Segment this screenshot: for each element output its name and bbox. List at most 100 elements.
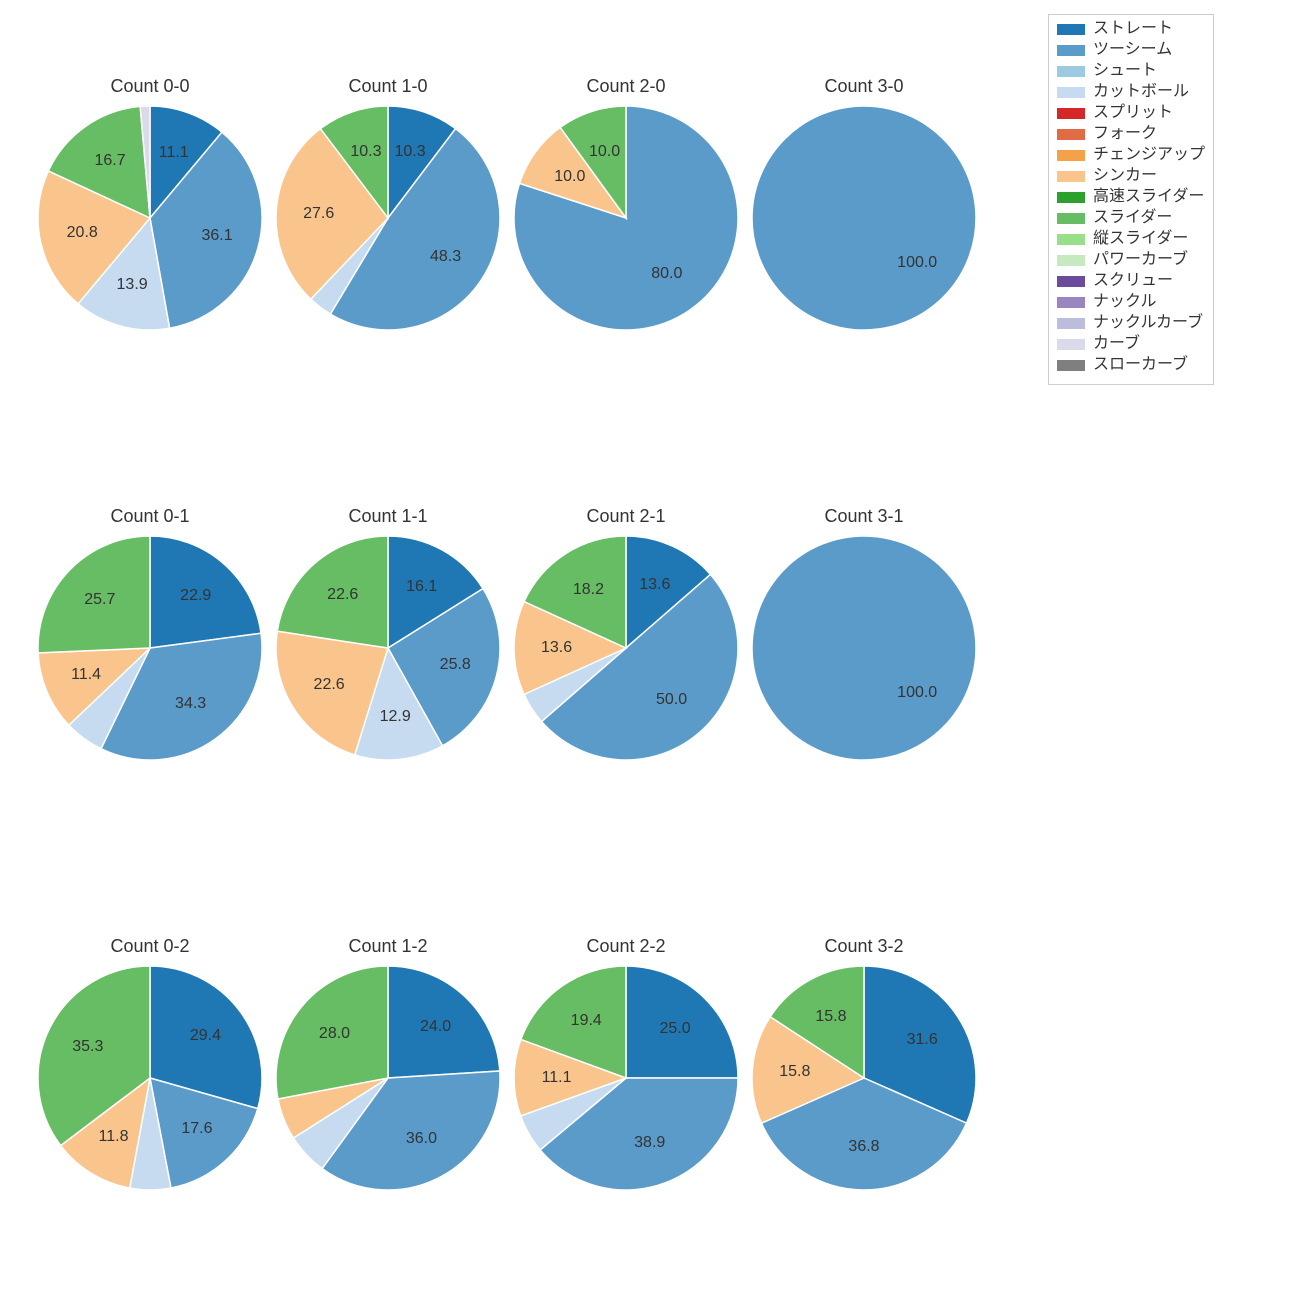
legend-swatch <box>1057 297 1085 308</box>
legend-label: スプリット <box>1093 105 1173 121</box>
pie-slice <box>752 536 976 760</box>
slice-label: 100.0 <box>897 684 937 702</box>
legend-swatch <box>1057 24 1085 35</box>
legend-item: パワーカーブ <box>1057 252 1205 268</box>
legend-item: カーブ <box>1057 336 1205 352</box>
legend-item: 縦スライダー <box>1057 231 1205 247</box>
legend-label: フォーク <box>1093 126 1157 142</box>
chart-title: Count 3-1 <box>734 506 994 527</box>
legend-label: ナックル <box>1093 294 1157 310</box>
legend-swatch <box>1057 276 1085 287</box>
legend-swatch <box>1057 171 1085 182</box>
legend: ストレートツーシームシュートカットボールスプリットフォークチェンジアップシンカー… <box>1048 14 1214 385</box>
legend-swatch <box>1057 192 1085 203</box>
slice-label: 11.1 <box>542 1069 572 1087</box>
slice-label: 22.9 <box>180 587 211 605</box>
slice-label: 22.6 <box>327 586 358 604</box>
legend-label: ナックルカーブ <box>1093 315 1203 331</box>
slice-label: 11.1 <box>159 144 189 162</box>
chart-title: Count 1-1 <box>258 506 518 527</box>
legend-label: パワーカーブ <box>1093 252 1188 268</box>
slice-label: 25.7 <box>84 591 115 609</box>
legend-item: スプリット <box>1057 105 1205 121</box>
chart-title: Count 2-0 <box>496 76 756 97</box>
slice-label: 36.1 <box>202 227 233 245</box>
chart-title: Count 2-1 <box>496 506 756 527</box>
slice-label: 11.4 <box>71 666 101 684</box>
slice-label: 13.6 <box>639 576 670 594</box>
legend-label: ストレート <box>1093 21 1173 37</box>
legend-label: カットボール <box>1093 84 1189 100</box>
pie-chart <box>274 964 502 1192</box>
chart-title: Count 0-2 <box>20 936 280 957</box>
slice-label: 29.4 <box>190 1027 221 1045</box>
legend-item: ストレート <box>1057 21 1205 37</box>
legend-label: 高速スライダー <box>1093 189 1204 205</box>
slice-label: 18.2 <box>573 581 604 599</box>
legend-item: フォーク <box>1057 126 1205 142</box>
legend-item: チェンジアップ <box>1057 147 1205 163</box>
legend-swatch <box>1057 213 1085 224</box>
slice-label: 48.3 <box>430 248 461 266</box>
chart-title: Count 0-0 <box>20 76 280 97</box>
legend-item: ツーシーム <box>1057 42 1205 58</box>
legend-swatch <box>1057 129 1085 140</box>
slice-label: 22.6 <box>314 676 345 694</box>
legend-swatch <box>1057 255 1085 266</box>
legend-label: 縦スライダー <box>1093 231 1188 247</box>
legend-swatch <box>1057 318 1085 329</box>
pie-chart <box>36 964 264 1192</box>
slice-label: 10.3 <box>395 143 426 161</box>
legend-label: ツーシーム <box>1093 42 1172 58</box>
legend-swatch <box>1057 339 1085 350</box>
slice-label: 28.0 <box>319 1025 350 1043</box>
slice-label: 19.4 <box>571 1012 602 1030</box>
legend-item: ナックルカーブ <box>1057 315 1205 331</box>
slice-label: 34.3 <box>175 695 206 713</box>
legend-item: シンカー <box>1057 168 1205 184</box>
pie-slice <box>752 106 976 330</box>
slice-label: 36.8 <box>848 1138 879 1156</box>
legend-swatch <box>1057 360 1085 371</box>
legend-label: スライダー <box>1093 210 1172 226</box>
slice-label: 100.0 <box>897 254 937 272</box>
legend-item: カットボール <box>1057 84 1205 100</box>
legend-swatch <box>1057 150 1085 161</box>
slice-label: 15.8 <box>815 1008 846 1026</box>
pie-chart <box>274 534 502 762</box>
legend-item: スライダー <box>1057 210 1205 226</box>
legend-item: スクリュー <box>1057 273 1205 289</box>
slice-label: 50.0 <box>656 691 687 709</box>
slice-label: 10.0 <box>554 168 585 186</box>
slice-label: 31.6 <box>907 1031 938 1049</box>
slice-label: 25.0 <box>660 1020 691 1038</box>
slice-label: 16.7 <box>94 152 125 170</box>
slice-label: 24.0 <box>420 1018 451 1036</box>
slice-label: 36.0 <box>406 1130 437 1148</box>
slice-label: 10.3 <box>350 143 381 161</box>
slice-label: 17.6 <box>181 1120 212 1138</box>
slice-label: 27.6 <box>303 205 334 223</box>
pie-chart <box>750 104 978 332</box>
slice-label: 13.9 <box>117 276 148 294</box>
legend-swatch <box>1057 234 1085 245</box>
pie-chart <box>36 534 264 762</box>
legend-item: ナックル <box>1057 294 1205 310</box>
slice-label: 11.8 <box>99 1128 129 1146</box>
slice-label: 15.8 <box>779 1063 810 1081</box>
slice-label: 38.9 <box>634 1134 665 1152</box>
legend-label: カーブ <box>1093 336 1140 352</box>
legend-swatch <box>1057 108 1085 119</box>
legend-label: チェンジアップ <box>1093 147 1205 163</box>
slice-label: 16.1 <box>406 578 437 596</box>
slice-label: 25.8 <box>440 656 471 674</box>
chart-title: Count 0-1 <box>20 506 280 527</box>
chart-title: Count 2-2 <box>496 936 756 957</box>
legend-swatch <box>1057 66 1085 77</box>
chart-title: Count 3-2 <box>734 936 994 957</box>
pie-chart <box>36 104 264 332</box>
chart-title: Count 1-0 <box>258 76 518 97</box>
slice-label: 35.3 <box>72 1038 103 1056</box>
legend-item: 高速スライダー <box>1057 189 1205 205</box>
legend-item: スローカーブ <box>1057 357 1205 373</box>
